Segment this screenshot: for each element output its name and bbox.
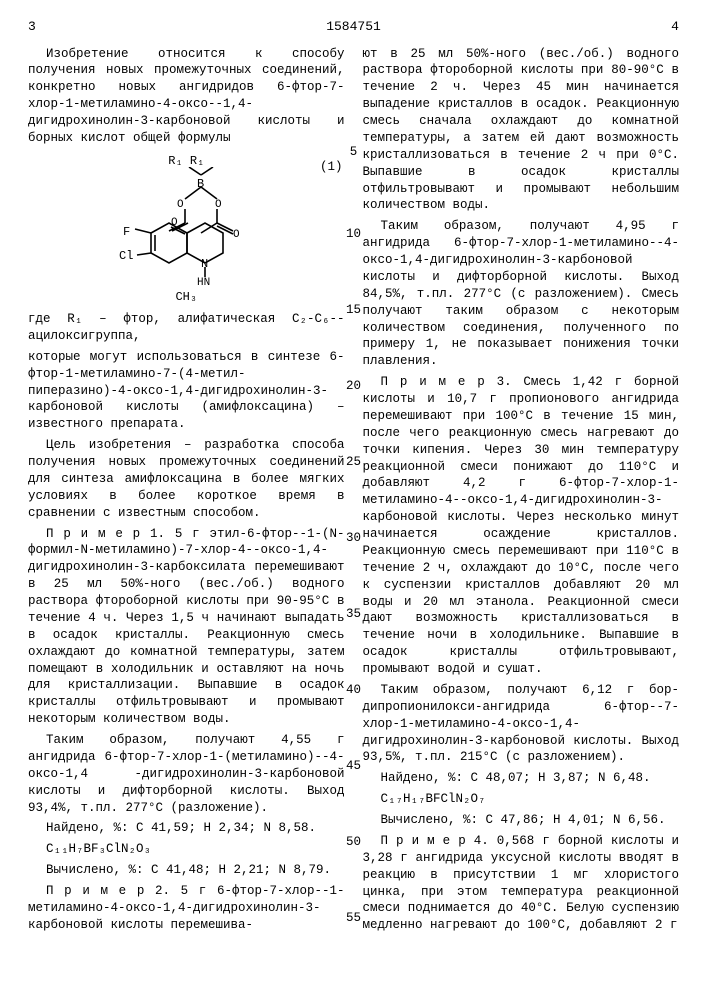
formula-line: C₁₇H₁₇BFClN₂O₇ <box>363 791 680 808</box>
paragraph: Найдено, %: С 41,59; Н 2,34; N 8,58. <box>28 820 345 837</box>
paragraph: Вычислено, %: С 47,86; Н 4,01; N 6,56. <box>363 812 680 829</box>
page-number-left: 3 <box>28 18 36 36</box>
svg-text:HN: HN <box>197 277 210 285</box>
svg-text:Cl: Cl <box>119 249 133 263</box>
svg-text:O: O <box>233 229 240 241</box>
page-header: 3 1584751 4 <box>28 18 679 36</box>
paragraph: П р и м е р 2. 5 г 6-фтор-7-хлор--1-мети… <box>28 883 345 934</box>
formula-tag: (1) <box>320 159 343 176</box>
paragraph: где R₁ – фтор, алифатическая C₂-C₆--ацил… <box>28 311 345 345</box>
paragraph: Цель изобретения – разработка способа по… <box>28 437 345 521</box>
patent-page: 3 1584751 4 5 10 15 20 25 30 35 40 45 50… <box>0 0 707 1000</box>
formula-structure-icon: B O O O O <box>111 167 261 285</box>
paragraph: ют в 25 мл 50%-ного (вес./об.) водного р… <box>363 46 680 215</box>
formula-line: C₁₁H₇BF₃ClN₂O₃ <box>28 841 345 858</box>
svg-text:F: F <box>123 225 130 239</box>
right-column: ют в 25 мл 50%-ного (вес./об.) водного р… <box>363 46 680 939</box>
paragraph: Таким образом, получают 4,55 г ангидрида… <box>28 732 345 816</box>
svg-text:O: O <box>177 199 184 211</box>
chemical-formula: (1) R₁ R₁ B O O O <box>28 153 345 305</box>
paragraph: Таким образом, получают 6,12 г бор-дипро… <box>363 682 680 766</box>
page-number-right: 4 <box>671 18 679 36</box>
paragraph: Изобретение относится к способу получени… <box>28 46 345 147</box>
paragraph: П р и м е р 1. 5 г этил-6-фтор--1-(N-фор… <box>28 526 345 729</box>
paragraph: Таким образом, получают 4,95 г ангидрида… <box>363 218 680 370</box>
paragraph: П р и м е р 4. 0,568 г борной кислоты и … <box>363 833 680 934</box>
paragraph: которые могут использоваться в синтезе 6… <box>28 349 345 433</box>
document-number: 1584751 <box>326 18 381 36</box>
paragraph: Найдено, %: С 48,07; Н 3,87; N 6,48. <box>363 770 680 787</box>
left-column: Изобретение относится к способу получени… <box>28 46 345 939</box>
paragraph: П р и м е р 3. Смесь 1,42 г борной кисло… <box>363 374 680 678</box>
text-columns: Изобретение относится к способу получени… <box>28 46 679 939</box>
paragraph: Вычислено, %: С 41,48; Н 2,21; N 8,79. <box>28 862 345 879</box>
svg-text:O: O <box>215 199 222 211</box>
formula-ch3-label: CH₃ <box>28 289 345 305</box>
